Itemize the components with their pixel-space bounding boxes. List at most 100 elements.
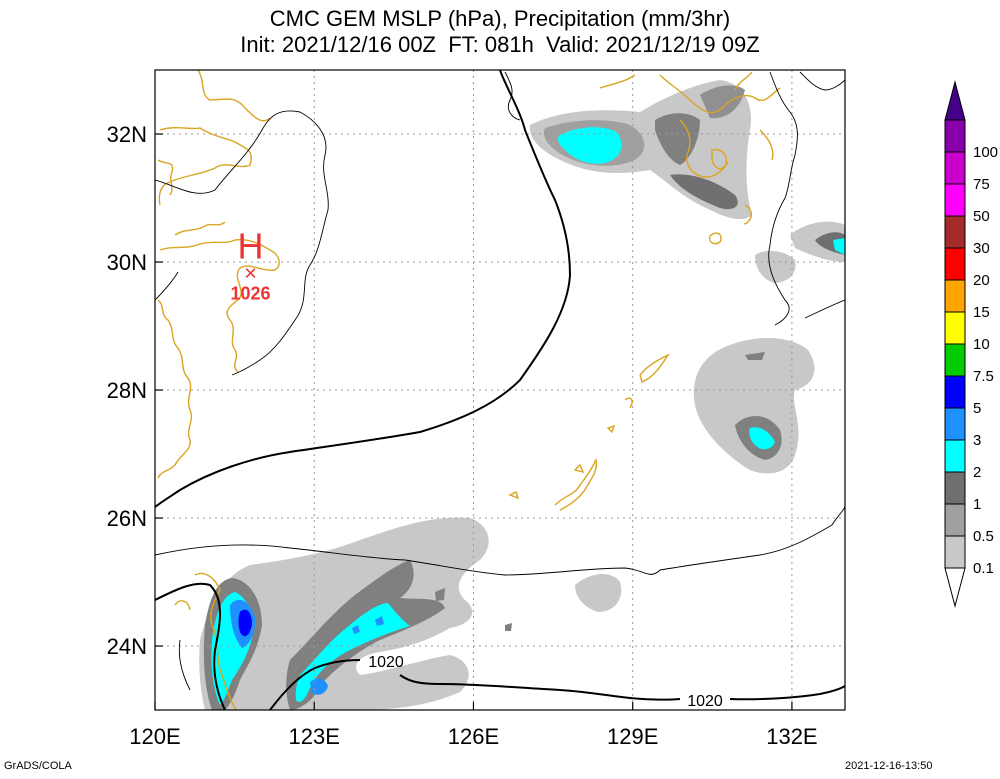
isobar-label: 1020	[687, 693, 723, 710]
coastline	[734, 71, 753, 91]
precip-area	[557, 127, 622, 164]
high-symbol: H	[238, 226, 264, 267]
border	[155, 110, 329, 376]
y-tick-label: 32N	[107, 122, 147, 147]
coastline	[508, 491, 520, 500]
precip-area	[435, 588, 445, 601]
colorbar-swatch	[944, 215, 966, 249]
colorbar-label: 15	[973, 304, 990, 321]
coastline	[158, 126, 252, 206]
x-tick-label: 126E	[448, 724, 499, 749]
colorbar-label: 75	[973, 176, 990, 193]
coastline	[606, 424, 616, 434]
y-tick-label: 30N	[107, 250, 147, 275]
colorbar-legend: 0.1 0.5 1 2 3 5 7.5 10 15 20 30 50 75 100	[944, 80, 998, 608]
high-pressure-marker: H × 1026	[231, 226, 271, 304]
colorbar-swatch	[944, 119, 966, 153]
border	[504, 71, 521, 121]
border	[768, 71, 845, 326]
precip-area	[575, 574, 622, 612]
coastline	[157, 299, 193, 479]
y-axis: 24N 26N 28N 30N 32N	[107, 122, 163, 659]
colorbar-label: 3	[973, 432, 981, 449]
x-tick-label: 132E	[766, 724, 817, 749]
border	[155, 504, 845, 576]
colorbar-swatch	[944, 407, 966, 441]
colorbar-swatch	[944, 311, 966, 345]
precip-area	[705, 420, 722, 434]
colorbar-label: 50	[973, 208, 990, 225]
colorbar-swatch	[944, 247, 966, 281]
precip-area	[655, 113, 700, 165]
colorbar-bottom-arrow	[944, 567, 966, 608]
colorbar-swatch	[944, 183, 966, 217]
x-tick-label: 123E	[289, 724, 340, 749]
grid-lines	[155, 70, 845, 710]
coastline	[174, 600, 191, 611]
y-tick-label: 24N	[107, 634, 147, 659]
colorbar-swatch	[944, 279, 966, 313]
title-line-1: CMC GEM MSLP (hPa), Precipitation (mm/3h…	[269, 6, 731, 31]
colorbar-label: 10	[973, 336, 990, 353]
title-line-2: Init: 2021/12/16 00Z FT: 081h Valid: 202…	[240, 32, 760, 57]
coastline	[679, 119, 729, 178]
precip-area	[295, 603, 410, 702]
precip-area	[749, 427, 775, 450]
coastline	[174, 221, 226, 236]
colorbar-swatch	[944, 375, 966, 409]
precip-area	[670, 174, 738, 210]
colorbar-label: 7.5	[973, 368, 994, 385]
precip-area	[700, 85, 745, 119]
x-tick-label: 129E	[607, 724, 658, 749]
precip-area	[375, 616, 384, 626]
colorbar-swatch	[944, 343, 966, 377]
x-axis: 120E 123E 126E 129E 132E	[129, 702, 818, 749]
coastline	[711, 148, 728, 170]
high-center-cross-icon: ×	[244, 261, 257, 286]
isobar-label: 1020	[368, 654, 404, 671]
colorbar-label: 0.5	[973, 528, 994, 545]
colorbar-label: 20	[973, 272, 990, 289]
colorbar-label: 5	[973, 400, 981, 417]
colorbar-swatch	[944, 535, 966, 569]
colorbar-label: 30	[973, 240, 990, 257]
coastline	[197, 70, 271, 122]
y-tick-label: 26N	[107, 506, 147, 531]
isobar-line	[399, 674, 681, 701]
coastline	[624, 397, 633, 409]
coastline	[573, 463, 585, 474]
isobar-line	[155, 70, 572, 508]
border	[155, 271, 179, 301]
colorbar-label: 1	[973, 496, 981, 513]
isobar-line	[155, 582, 226, 710]
colorbar-label: 100	[973, 144, 998, 161]
precip-area	[505, 623, 512, 631]
colorbar-label: 0.1	[973, 560, 994, 577]
precip-area	[352, 625, 360, 634]
coastline	[639, 353, 670, 383]
footer-timestamp: 2021-12-16-13:50	[845, 760, 933, 772]
coastline	[599, 74, 781, 114]
border	[799, 71, 845, 91]
map-title: CMC GEM MSLP (hPa), Precipitation (mm/3h…	[0, 6, 1000, 58]
isobar-line	[729, 685, 845, 701]
border	[178, 639, 191, 691]
precip-area	[833, 238, 845, 255]
isobar-line	[269, 659, 361, 710]
coastline	[226, 297, 241, 373]
isobar-layer	[155, 70, 845, 710]
x-tick-label: 120E	[129, 724, 180, 749]
coastline	[159, 238, 280, 299]
coastline	[157, 159, 174, 196]
coastline	[708, 232, 722, 245]
coastline	[194, 572, 237, 710]
border-layer	[155, 71, 845, 691]
y-tick-label: 28N	[107, 378, 147, 403]
precip-area	[693, 338, 815, 474]
precip-area	[745, 352, 765, 360]
coastline	[554, 457, 598, 511]
precipitation-layer	[199, 80, 845, 710]
precip-area	[238, 609, 252, 637]
colorbar-swatch	[944, 503, 966, 537]
